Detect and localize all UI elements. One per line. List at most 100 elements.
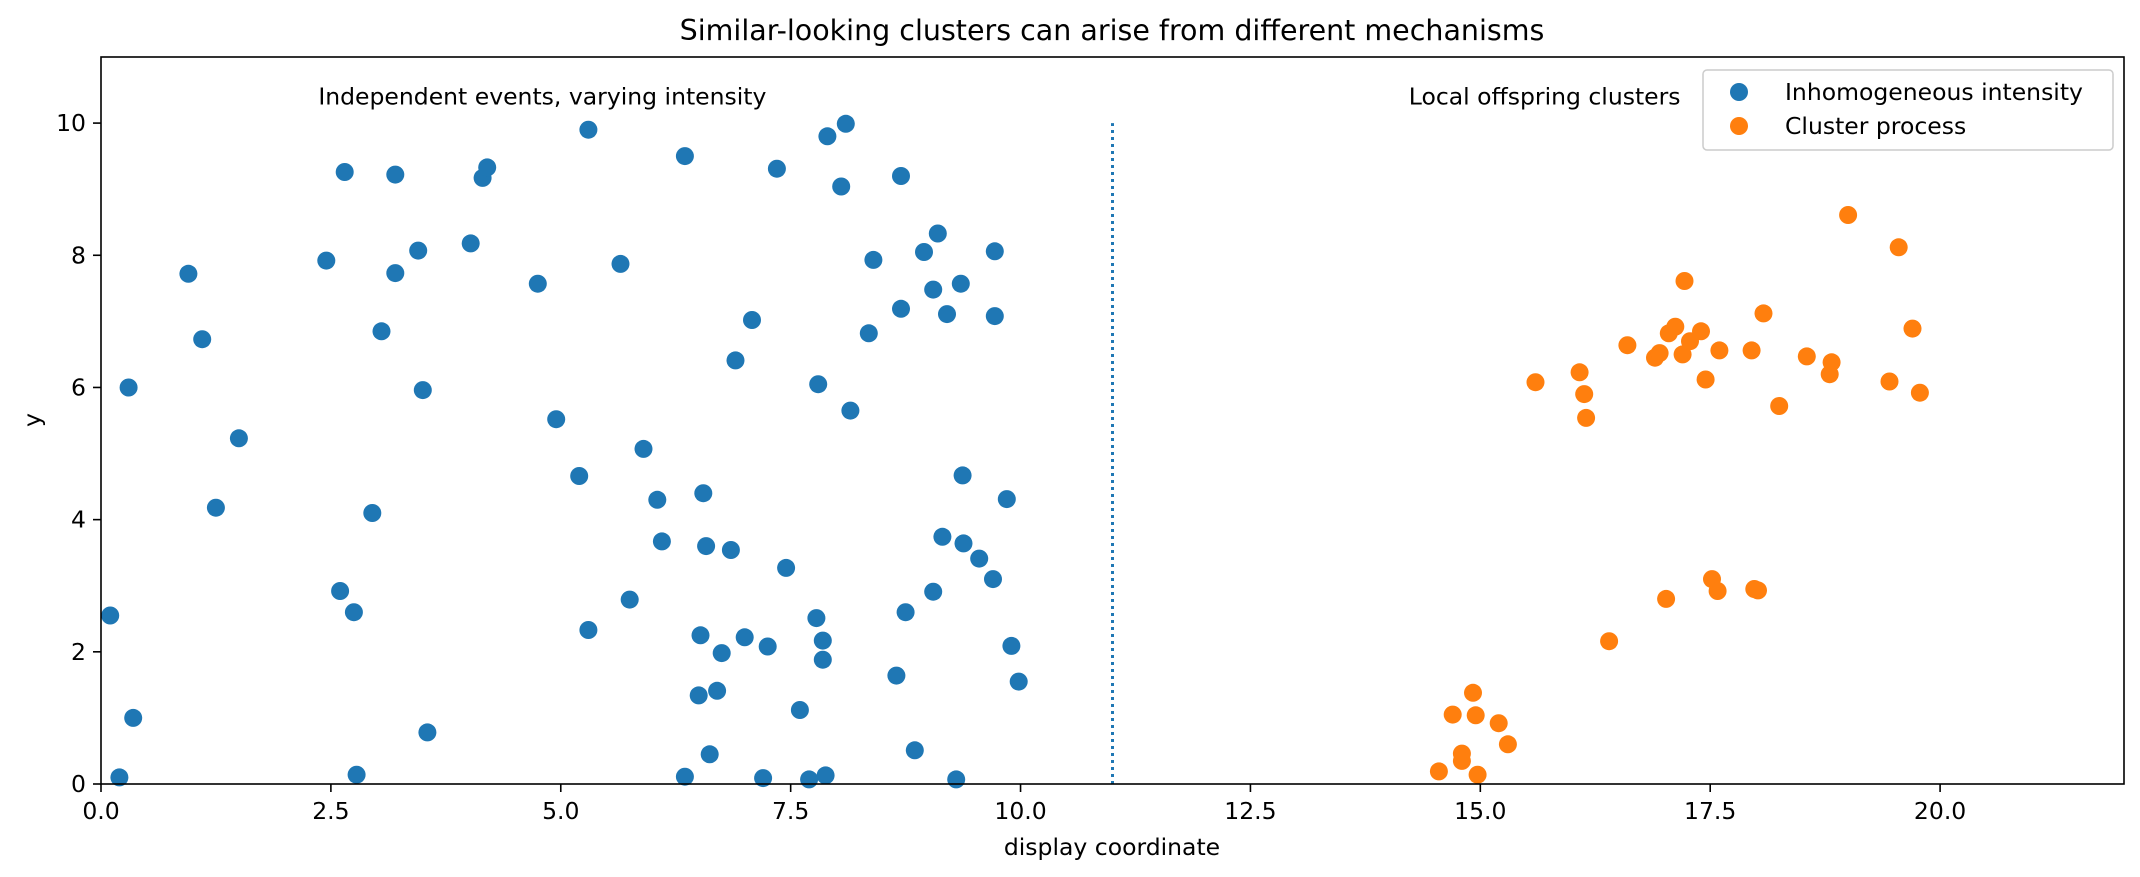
data-point [1889,238,1908,257]
data-point [700,745,719,764]
data-point [347,765,366,784]
data-point [985,242,1004,261]
data-point [1489,714,1508,733]
data-point [818,127,837,146]
data-point [1770,397,1789,415]
data-point [712,644,731,663]
data-point [1468,765,1487,784]
data-point [1429,762,1448,781]
data-point [708,681,727,700]
data-point [790,701,809,719]
data-point [335,163,354,181]
data-point [1650,344,1669,363]
x-axis-label: display coordinate [1004,833,1220,861]
data-point [1710,341,1729,360]
data-point [409,241,428,260]
y-tick-label: 0 [71,770,86,798]
data-point [1675,272,1694,290]
data-point [1009,672,1028,691]
y-tick-label: 6 [71,373,86,401]
data-point [579,120,598,139]
data-point [938,305,956,324]
data-point [836,114,855,133]
data-point [675,147,694,166]
data-point [892,299,910,318]
y-tick-label: 4 [71,506,86,534]
data-point [1570,363,1589,382]
data-point [1498,735,1517,754]
data-point [1466,706,1485,725]
data-point [1464,683,1482,702]
data-point [933,527,952,546]
data-point [1618,336,1637,355]
data-point [1657,589,1676,608]
data-point [1666,317,1685,336]
data-point [743,311,761,329]
data-point [758,637,777,656]
data-point [985,307,1004,326]
x-tick-label: 17.5 [1684,797,1736,825]
data-point [721,541,740,559]
x-tick-label: 5.0 [542,797,579,825]
data-point [924,582,943,601]
data-point [1910,383,1929,402]
legend: Inhomogeneous intensity Cluster process [1702,69,2114,151]
data-point [954,534,973,553]
annotation-text: Independent events, varying intensity [318,83,766,111]
legend-marker-inhomogeneous [1730,83,1748,101]
data-point [1692,322,1710,341]
data-point [694,484,713,503]
data-point [528,274,547,293]
data-point [1575,385,1594,404]
data-point [648,490,667,509]
data-point [579,621,598,639]
data-point [1880,372,1899,391]
data-point [1797,347,1816,366]
data-point [1903,319,1922,338]
x-tick-label: 20.0 [1914,797,1966,825]
data-point [620,590,639,609]
chart-title: Similar-looking clusters can arise from … [680,14,1545,47]
data-point [413,381,432,400]
data-point [634,439,653,458]
x-tick-label: 10.0 [994,797,1046,825]
data-point [1452,751,1471,770]
y-tick-label: 8 [71,241,86,269]
series-1 [1429,206,1929,784]
data-point [229,429,248,448]
data-point [418,723,437,742]
data-point [915,243,933,261]
data-point [461,234,480,253]
data-point [689,686,708,705]
data-point [1749,581,1767,600]
data-point [110,768,129,787]
data-point [570,467,589,485]
data-point [767,159,786,178]
data-point [1673,345,1692,364]
data-point [206,498,225,517]
legend-box [1702,69,2114,151]
data-point [997,490,1016,509]
data-point [809,375,828,394]
data-point [816,766,835,785]
annotation-text: Local offspring clusters [1409,83,1681,111]
data-point [1696,370,1715,389]
data-point [1839,206,1858,224]
data-point [1002,636,1021,655]
data-point [947,770,966,789]
ticks-layer: 0.0 2.5 5.0 7.5 10.0 12.5 15.0 17.5 20.0 0 2 4 6 8 10 [56,109,1966,825]
data-point [726,351,745,370]
data-point [386,264,405,283]
data-point [1600,632,1619,651]
data-point [691,626,710,645]
y-tick-label: 10 [56,109,86,137]
data-point [119,378,138,397]
data-point [887,666,906,685]
x-tick-label: 15.0 [1454,797,1506,825]
data-point [735,628,754,647]
legend-label-cluster: Cluster process [1785,112,1966,140]
data-point [777,558,796,577]
data-point [372,322,391,341]
data-point [864,250,883,269]
